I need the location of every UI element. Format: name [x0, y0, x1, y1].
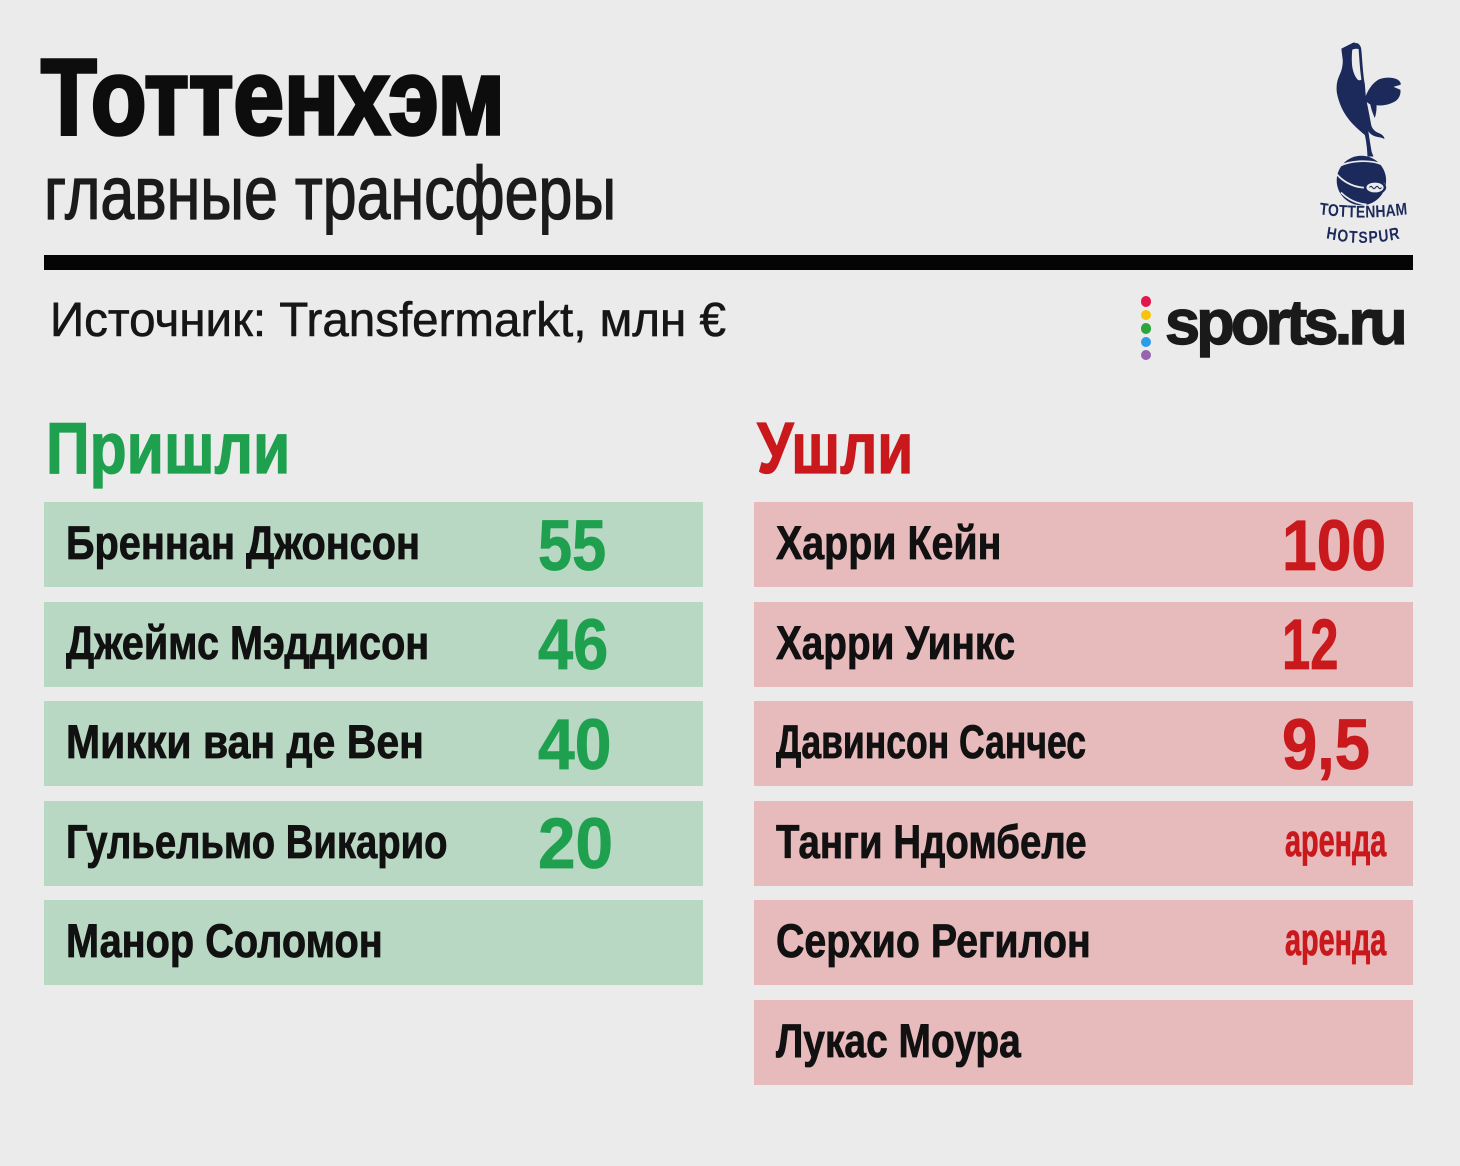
svg-text:HOTSPUR: HOTSPUR: [1325, 224, 1401, 247]
svg-text:TOTTENHAM: TOTTENHAM: [1319, 200, 1408, 222]
